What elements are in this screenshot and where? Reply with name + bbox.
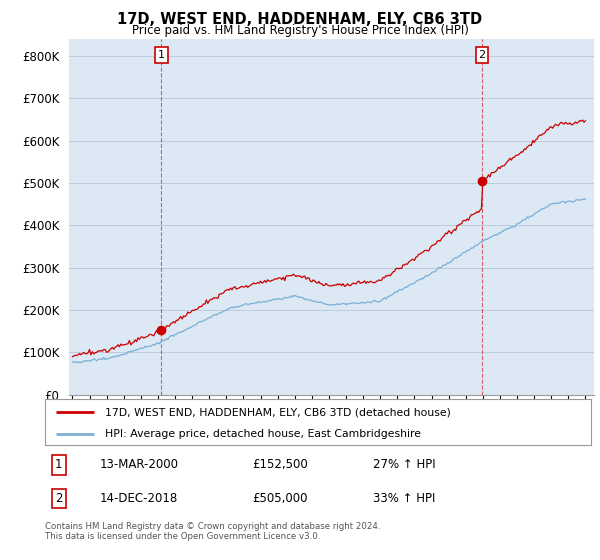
Text: Price paid vs. HM Land Registry's House Price Index (HPI): Price paid vs. HM Land Registry's House … [131, 24, 469, 36]
Text: 1: 1 [55, 458, 62, 472]
Text: 17D, WEST END, HADDENHAM, ELY, CB6 3TD (detached house): 17D, WEST END, HADDENHAM, ELY, CB6 3TD (… [105, 407, 451, 417]
Text: 1: 1 [158, 50, 165, 60]
Text: £152,500: £152,500 [253, 458, 308, 472]
Text: 33% ↑ HPI: 33% ↑ HPI [373, 492, 435, 505]
Text: 13-MAR-2000: 13-MAR-2000 [100, 458, 179, 472]
Text: 27% ↑ HPI: 27% ↑ HPI [373, 458, 435, 472]
Text: £505,000: £505,000 [253, 492, 308, 505]
Text: 17D, WEST END, HADDENHAM, ELY, CB6 3TD: 17D, WEST END, HADDENHAM, ELY, CB6 3TD [118, 12, 482, 27]
Text: HPI: Average price, detached house, East Cambridgeshire: HPI: Average price, detached house, East… [105, 429, 421, 438]
Text: 2: 2 [478, 50, 485, 60]
Text: Contains HM Land Registry data © Crown copyright and database right 2024.
This d: Contains HM Land Registry data © Crown c… [45, 522, 380, 542]
Text: 2: 2 [55, 492, 62, 505]
Text: 14-DEC-2018: 14-DEC-2018 [100, 492, 178, 505]
